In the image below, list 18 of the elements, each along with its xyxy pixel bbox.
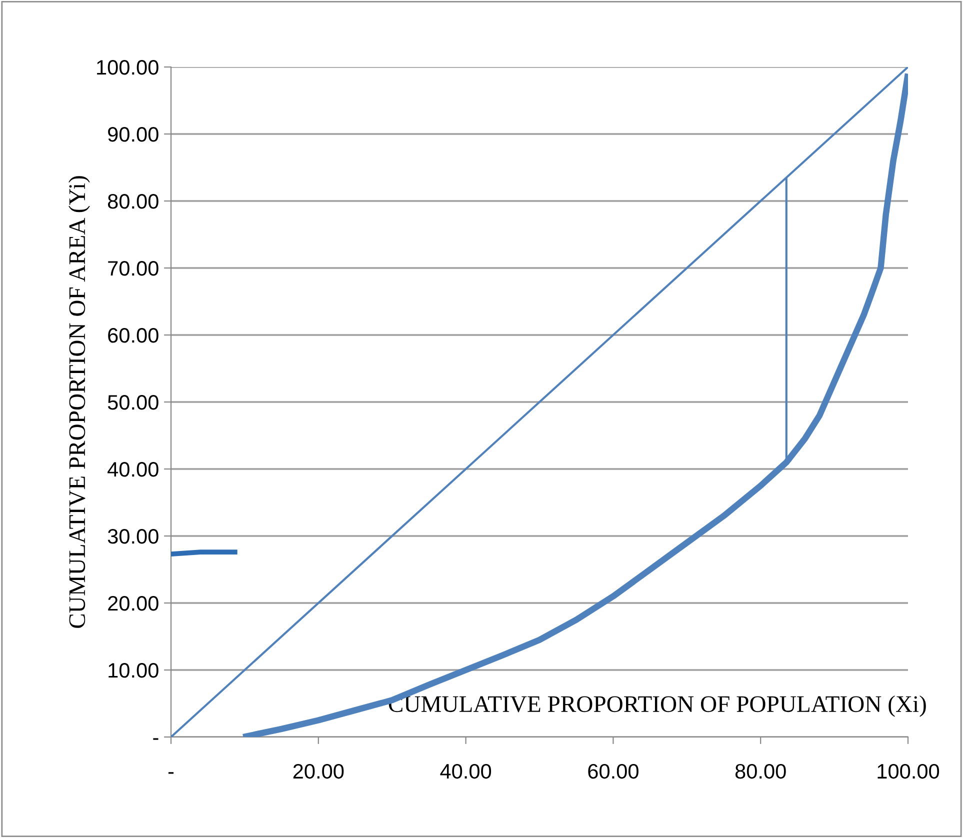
y-tick-label: 80.00 <box>108 194 158 209</box>
y-tick-label: 10.00 <box>108 663 158 678</box>
y-tick-label: 70.00 <box>108 261 158 276</box>
y-tick-label: 20.00 <box>108 596 158 611</box>
x-tick-label: 20.00 <box>293 764 344 779</box>
y-tick-label: 100.00 <box>97 60 158 75</box>
y-tick-label: 60.00 <box>108 328 158 343</box>
x-tick-label: 80.00 <box>735 764 786 779</box>
y-tick-label: 40.00 <box>108 462 158 477</box>
y-tick-label: 50.00 <box>108 395 158 410</box>
y-tick-label: - <box>153 738 158 740</box>
y-axis-title: CUMULATIVE PROPORTION OF AREA (Yi) <box>68 176 90 628</box>
x-tick-label: 60.00 <box>588 764 638 779</box>
x-tick-label: 100.00 <box>878 764 940 779</box>
y-tick-label: 90.00 <box>108 127 158 142</box>
x-tick-label: 40.00 <box>440 764 492 779</box>
y-tick-label: 30.00 <box>108 529 158 544</box>
x-axis-title: CUMULATIVE PROPORTION OF POPULATION (Xi) <box>388 695 926 717</box>
